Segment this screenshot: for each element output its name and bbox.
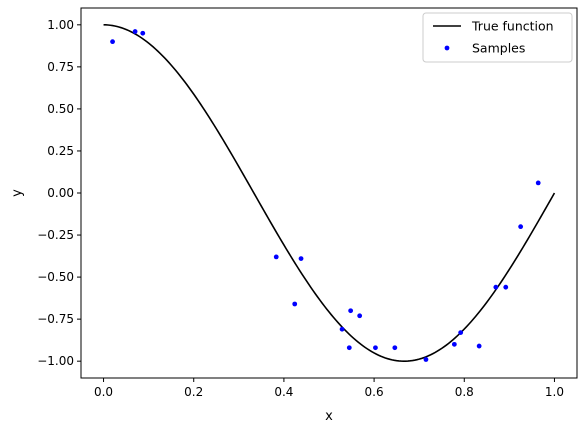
legend: True function Samples <box>422 12 573 63</box>
legend-label-true-function: True function <box>471 19 554 34</box>
plot-area-background <box>81 8 577 378</box>
x-tick-label: 0.4 <box>274 385 293 399</box>
sample-point <box>292 301 298 307</box>
sample-point <box>476 343 482 349</box>
sample-point <box>346 345 352 351</box>
sample-point <box>339 326 345 332</box>
y-axis: −1.00 −0.75 −0.50 −0.25 0.00 0.25 0.50 0.75 1.00 <box>37 18 81 368</box>
y-tick-label: 1.00 <box>47 18 74 32</box>
x-tick-label: 0.6 <box>365 385 384 399</box>
y-tick-label: −0.25 <box>37 228 74 242</box>
x-axis-label: x <box>325 409 333 424</box>
x-tick-label: 0.2 <box>184 385 203 399</box>
sample-point <box>298 256 304 261</box>
x-axis: 0.0 0.2 0.4 0.6 0.8 1.0 <box>94 378 564 399</box>
true-function-line <box>103 24 556 362</box>
sample-point <box>392 345 398 351</box>
y-axis-label: y <box>10 189 25 197</box>
y-tick-label: 0.50 <box>47 102 74 116</box>
sample-point <box>357 313 363 319</box>
y-tick-label: −0.75 <box>37 312 74 326</box>
sample-point <box>273 254 279 260</box>
x-tick-label: 0.8 <box>455 385 474 399</box>
sample-point <box>140 30 146 36</box>
y-tick-label: 0.25 <box>47 144 74 158</box>
sample-point <box>373 345 378 351</box>
sample-point <box>458 330 464 335</box>
sample-point <box>518 224 524 230</box>
sample-point <box>423 357 429 362</box>
sample-point <box>535 180 541 186</box>
true-function-series <box>103 24 556 362</box>
legend-label-samples: Samples <box>472 41 525 56</box>
sample-point <box>493 284 499 290</box>
y-tick-label: 0.75 <box>47 60 74 74</box>
sample-point <box>132 29 138 34</box>
sample-point <box>110 39 115 45</box>
samples-series <box>110 29 541 362</box>
sample-point <box>503 284 509 290</box>
x-tick-label: 1.0 <box>545 385 564 399</box>
y-tick-label: −0.50 <box>37 270 74 284</box>
x-tick-label: 0.0 <box>94 385 113 399</box>
sample-point <box>451 341 457 347</box>
legend-marker-swatch <box>444 45 450 51</box>
sample-point <box>348 308 354 314</box>
y-tick-label: 0.00 <box>47 186 74 200</box>
y-tick-label: −1.00 <box>37 354 74 368</box>
